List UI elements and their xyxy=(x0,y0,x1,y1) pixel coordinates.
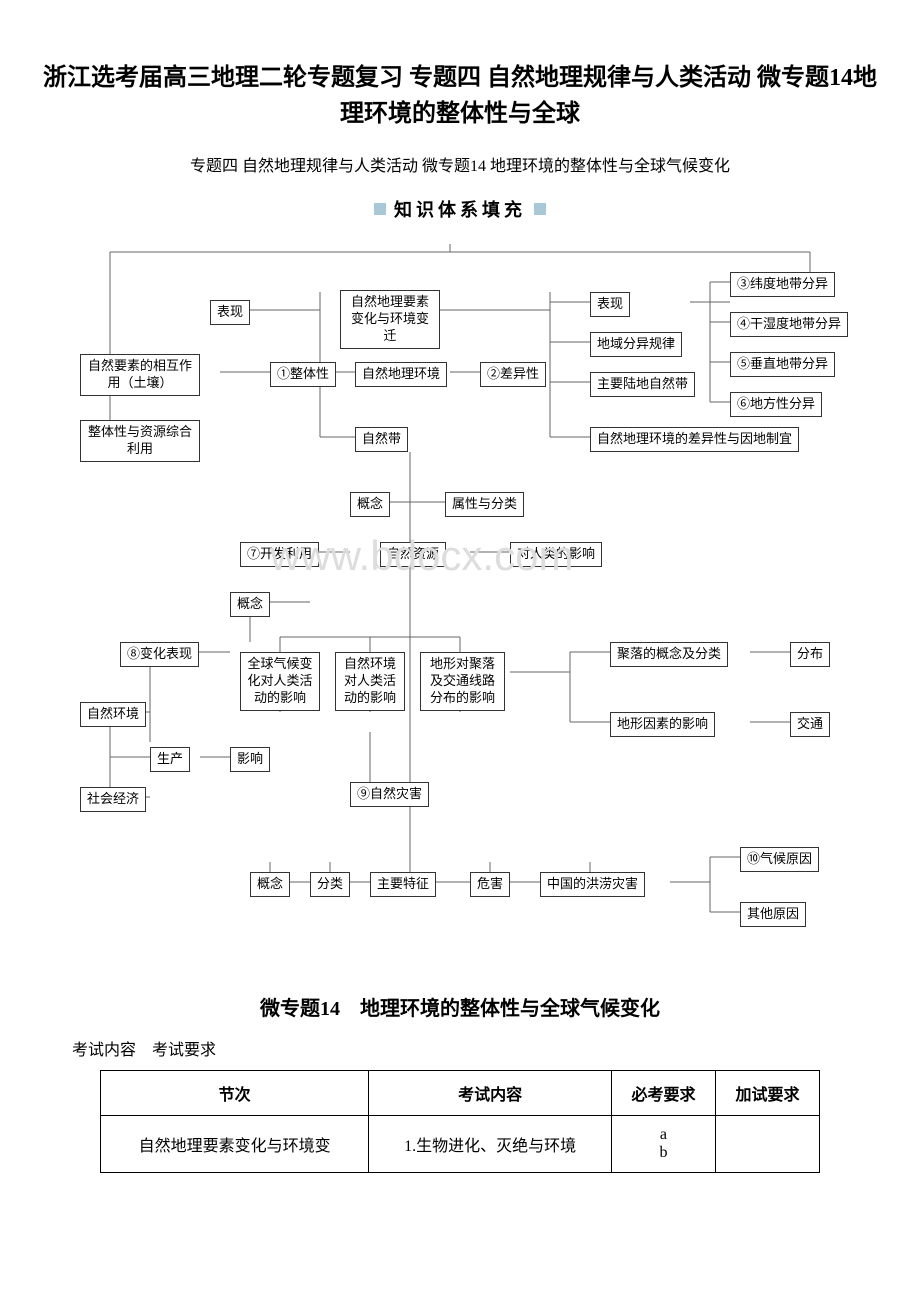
th-content: 考试内容 xyxy=(369,1071,612,1116)
node-gainian-2: 概念 xyxy=(230,592,270,617)
node-weihai: 危害 xyxy=(470,872,510,897)
node-kaifa-liyong: ⑦开发利用 xyxy=(240,542,319,567)
cell-extra xyxy=(715,1116,819,1173)
section-banner: 知识体系填充 xyxy=(40,196,880,222)
node-qita-yuanyin: 其他原因 xyxy=(740,902,806,927)
node-shengchan: 生产 xyxy=(150,747,190,772)
node-dixing-yinsu: 地形因素的影响 xyxy=(610,712,715,737)
node-jiaotong: 交通 xyxy=(790,712,830,737)
node-zhengtixing-ziyuan: 整体性与资源综合利用 xyxy=(80,420,200,462)
node-ganshi: ④干湿度地带分异 xyxy=(730,312,848,337)
node-turang: 自然要素的相互作用（土壤） xyxy=(80,354,200,396)
cell-section: 自然地理要素变化与环境变 xyxy=(101,1116,369,1173)
page-title: 浙江选考届高三地理二轮专题复习 专题四 自然地理规律与人类活动 微专题14地理环… xyxy=(40,60,880,132)
node-diyu-fenyi: 地域分异规律 xyxy=(590,332,682,357)
node-ziran-huanjing-2: 自然环境 xyxy=(80,702,146,727)
requirements-table: 节次 考试内容 必考要求 加试要求 自然地理要素变化与环境变 1.生物进化、灭绝… xyxy=(100,1070,820,1173)
node-difangxing: ⑥地方性分异 xyxy=(730,392,822,417)
table-header-row: 节次 考试内容 必考要求 加试要求 xyxy=(101,1071,820,1116)
sub-heading: 微专题14 地理环境的整体性与全球气候变化 xyxy=(40,992,880,1021)
subtitle: 专题四 自然地理规律与人类活动 微专题14 地理环境的整体性与全球气候变化 xyxy=(40,152,880,176)
node-qihou-yuanyin: ⑩气候原因 xyxy=(740,847,819,872)
node-shuxing-fenlei: 属性与分类 xyxy=(445,492,524,517)
node-dixing-juluo: 地形对聚落及交通线路分布的影响 xyxy=(420,652,505,711)
node-fenlei: 分类 xyxy=(310,872,350,897)
cell-required: a b xyxy=(611,1116,715,1173)
node-chayi-yindi: 自然地理环境的差异性与因地制宜 xyxy=(590,427,799,452)
node-bianhua-biaoxian: ⑧变化表现 xyxy=(120,642,199,667)
node-ziran-zaihai: ⑨自然灾害 xyxy=(350,782,429,807)
node-zhuyao-ludi: 主要陆地自然带 xyxy=(590,372,695,397)
node-chayixing: ②差异性 xyxy=(480,362,546,387)
node-zirandai: 自然带 xyxy=(355,427,408,452)
node-gainian-3: 概念 xyxy=(250,872,290,897)
node-dui-renlei: 对人类的影响 xyxy=(510,542,602,567)
node-ziran-huanjing-yingxiang: 自然环境对人类活动的影响 xyxy=(335,652,405,711)
node-shehui-jingji: 社会经济 xyxy=(80,787,146,812)
meta-line: 考试内容 考试要求 xyxy=(40,1036,880,1060)
node-zhuyao-tezheng: 主要特征 xyxy=(370,872,436,897)
node-yingxiang: 影响 xyxy=(230,747,270,772)
th-extra: 加试要求 xyxy=(715,1071,819,1116)
knowledge-diagram: 表现 自然地理要素变化与环境变迁 表现 ③纬度地带分异 ④干湿度地带分异 自然要… xyxy=(50,242,870,962)
table-row: 自然地理要素变化与环境变 1.生物进化、灭绝与环境 a b xyxy=(101,1116,820,1173)
node-fenbu: 分布 xyxy=(790,642,830,667)
node-ziran-ziyuan: 自然资源 xyxy=(380,542,446,567)
banner-text: 知识体系填充 xyxy=(394,196,526,222)
node-weidu: ③纬度地带分异 xyxy=(730,272,835,297)
node-juluo-gainian: 聚落的概念及分类 xyxy=(610,642,728,667)
node-honglao: 中国的洪涝灾害 xyxy=(540,872,645,897)
node-qihou-bianhua: 全球气候变化对人类活动的影响 xyxy=(240,652,320,711)
node-yaosu-bianqian: 自然地理要素变化与环境变迁 xyxy=(340,290,440,349)
th-section: 节次 xyxy=(101,1071,369,1116)
cell-content: 1.生物进化、灭绝与环境 xyxy=(369,1116,612,1173)
node-biaoxian-1: 表现 xyxy=(210,300,250,325)
th-required: 必考要求 xyxy=(611,1071,715,1116)
node-ziran-huanjing: 自然地理环境 xyxy=(355,362,447,387)
node-biaoxian-2: 表现 xyxy=(590,292,630,317)
node-zhengtixing: ①整体性 xyxy=(270,362,336,387)
banner-square-left xyxy=(374,203,386,215)
banner-square-right xyxy=(534,203,546,215)
node-gainian-1: 概念 xyxy=(350,492,390,517)
node-chuizhi: ⑤垂直地带分异 xyxy=(730,352,835,377)
